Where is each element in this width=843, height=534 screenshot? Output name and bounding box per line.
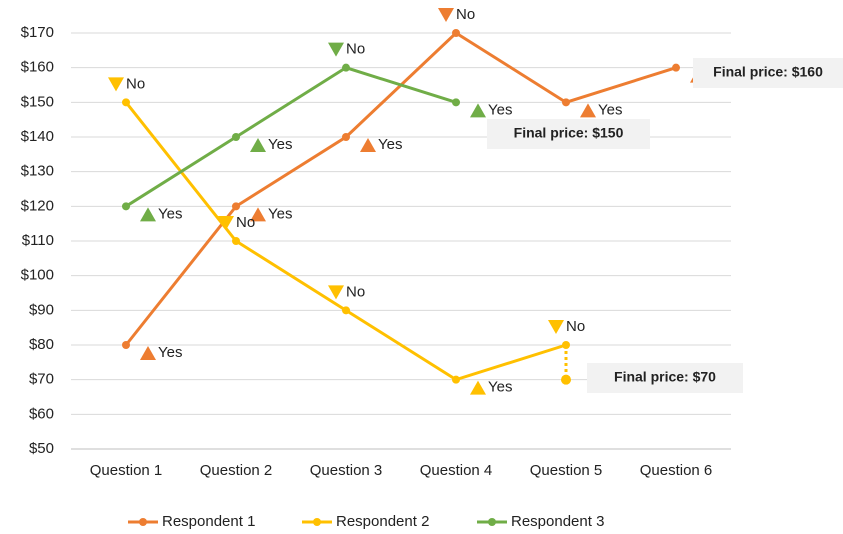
x-tick-label: Question 1 [90,462,163,479]
answer-marker [470,380,486,395]
answer-marker [108,77,124,92]
answer-marker [580,103,596,118]
x-tick-label: Question 5 [530,462,603,479]
answer-label: No [456,6,475,23]
answer-label: Yes [158,344,182,361]
answer-label: No [126,75,145,92]
y-tick-label: $170 [21,24,54,41]
x-tick-label: Question 3 [310,462,383,479]
y-tick-label: $70 [29,371,54,388]
answer-label: No [346,41,365,58]
series-line [125,66,457,208]
y-tick-label: $130 [21,163,54,180]
answer-marker [438,8,454,22]
x-tick-label: Question 4 [420,462,493,479]
answer-marker [328,285,344,300]
data-point [342,133,350,141]
final-price-label: Final price: $150 [514,125,624,141]
answer-label: Yes [488,101,512,118]
final-price-box [487,119,650,149]
answer-marker [250,207,266,222]
answer-label: Yes [158,205,182,222]
y-tick-label: $90 [29,301,54,318]
data-point [452,98,460,107]
answer-label: No [346,283,365,300]
y-tick-label: $50 [29,440,54,457]
answer-marker [250,138,266,152]
data-point [232,202,240,211]
final-price-label: Final price: $70 [614,369,716,385]
data-point [452,29,460,37]
y-tick-label: $120 [21,197,54,214]
x-tick-label: Question 6 [640,462,713,479]
legend-dot [488,518,496,526]
y-tick-label: $110 [22,232,54,249]
answer-label: Yes [488,379,512,396]
legend-dot [313,518,321,526]
answer-label: Yes [268,136,292,153]
data-point [122,202,130,211]
final-price-box [693,58,843,88]
final-price-box [587,363,743,393]
data-point [672,63,680,72]
data-point [562,98,570,107]
answer-marker [548,320,564,334]
answer-marker [328,42,344,57]
answer-label: No [236,214,255,231]
y-tick-label: $100 [21,267,54,284]
answer-marker [140,207,156,222]
legend-label: Respondent 3 [511,513,604,530]
answer-label: Yes [268,205,292,222]
answer-label: Yes [598,101,622,118]
data-point [342,63,350,72]
answer-marker [470,103,486,118]
data-point [232,133,240,141]
legend-label: Respondent 1 [162,513,255,530]
answer-label: No [566,318,585,335]
data-point [342,306,350,315]
x-tick-label: Question 2 [200,462,273,479]
answer-marker [218,216,234,230]
data-point [452,375,460,384]
data-point [122,341,130,349]
answer-label: Yes [378,136,402,153]
final-point [561,374,571,385]
y-tick-label: $160 [21,59,54,76]
data-point [232,237,240,245]
y-tick-label: $150 [21,93,54,110]
legend-label: Respondent 2 [336,513,429,530]
y-tick-label: $60 [29,405,54,422]
legend-dot [139,518,147,526]
final-price-label: Final price: $160 [713,64,823,80]
answer-marker [360,138,376,152]
y-tick-label: $80 [29,336,54,353]
series-line [124,31,677,346]
data-point [122,98,130,107]
y-tick-label: $140 [21,128,54,145]
answer-marker [140,346,156,360]
